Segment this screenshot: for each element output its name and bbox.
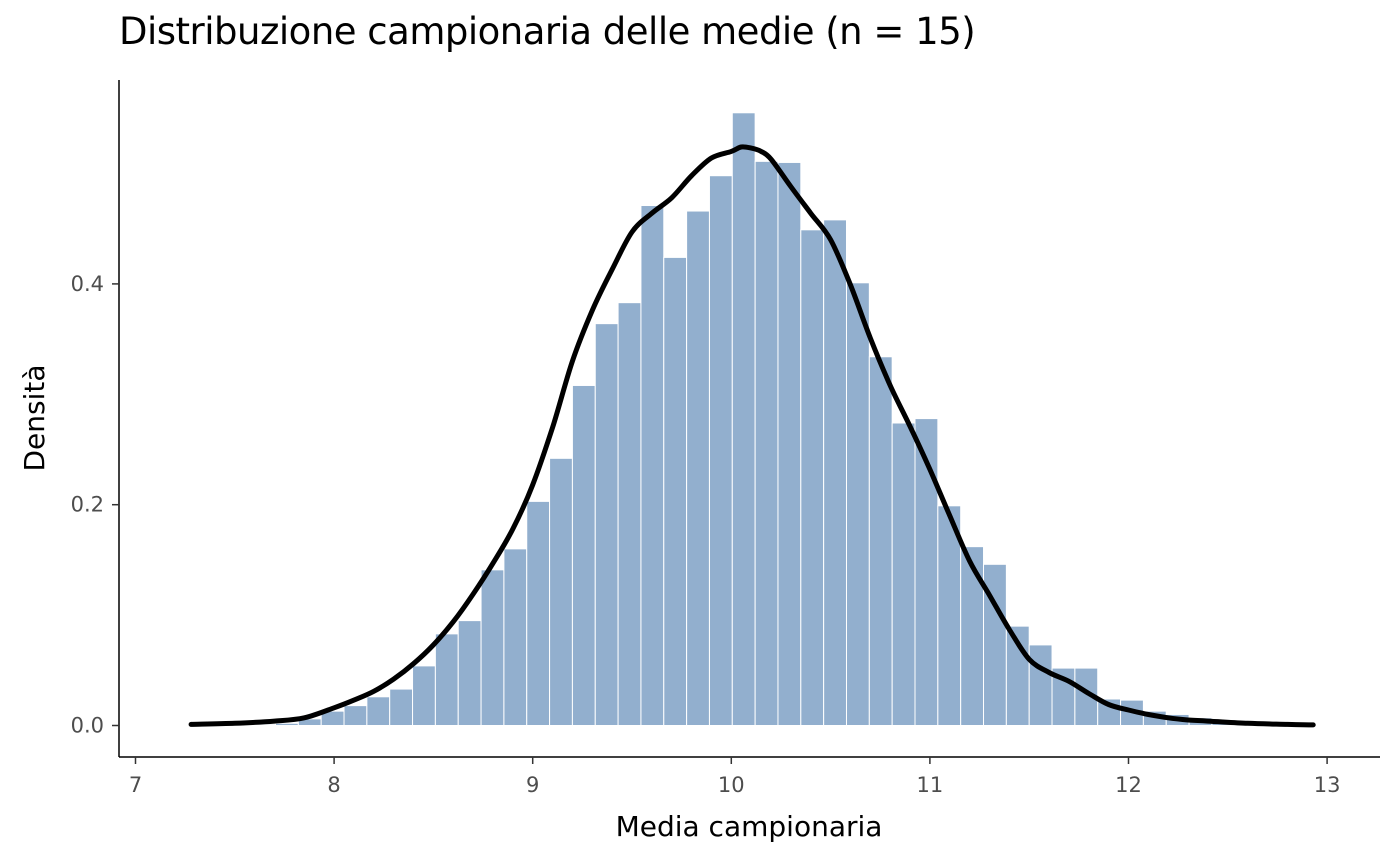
histogram-bar: [480, 569, 505, 726]
histogram-bar: [891, 422, 916, 726]
histogram-bar: [823, 219, 847, 726]
x-axis-title: Media campionaria: [616, 810, 883, 843]
histogram-bar: [571, 384, 596, 726]
histogram-bar: [640, 205, 665, 727]
histogram-bar: [960, 546, 985, 726]
histogram-bar: [434, 633, 459, 726]
y-tick-label: 0.2: [71, 493, 104, 517]
histogram-bar: [526, 500, 551, 726]
x-tick-label: 7: [129, 773, 142, 797]
x-tick-label: 12: [1115, 773, 1142, 797]
chart-title: Distribuzione campionaria delle medie (n…: [119, 10, 976, 53]
histogram-bar: [845, 282, 870, 726]
x-tick-label: 8: [327, 773, 340, 797]
y-tick-label: 0.4: [71, 272, 104, 296]
histogram-bar: [708, 175, 733, 726]
histogram-bar: [1325, 724, 1350, 727]
x-tick-label: 9: [526, 773, 539, 797]
x-axis-ticks: 7 8 9 10 11 12 13: [129, 757, 1341, 797]
histogram-bar: [731, 112, 756, 726]
histogram-bar: [594, 323, 619, 726]
histogram-bar: [754, 160, 779, 726]
histogram-bar: [275, 722, 299, 726]
histogram-bar: [343, 705, 368, 726]
histogram-bar: [868, 356, 893, 726]
histogram-bar: [1028, 644, 1053, 727]
histogram-bar: [412, 665, 436, 726]
x-tick-label: 11: [917, 773, 944, 797]
y-axis-ticks: 0.0 0.2 0.4: [71, 272, 119, 738]
histogram-bar: [457, 620, 482, 726]
histogram-bar: [800, 229, 825, 727]
histogram-bar: [617, 302, 642, 726]
histogram-bar: [777, 161, 802, 726]
y-axis-title: Densità: [18, 364, 51, 471]
histogram-bar: [503, 548, 528, 726]
histogram-bar: [366, 696, 391, 727]
y-tick-label: 0.0: [71, 714, 104, 738]
histogram-bar: [389, 688, 414, 726]
histogram-bar: [663, 256, 688, 726]
histogram-bar: [549, 457, 573, 726]
histogram-bars: [252, 112, 1350, 727]
histogram-bar: [686, 210, 710, 726]
density-curve: [188, 144, 1316, 728]
x-tick-label: 10: [718, 773, 745, 797]
x-tick-label: 13: [1314, 773, 1341, 797]
